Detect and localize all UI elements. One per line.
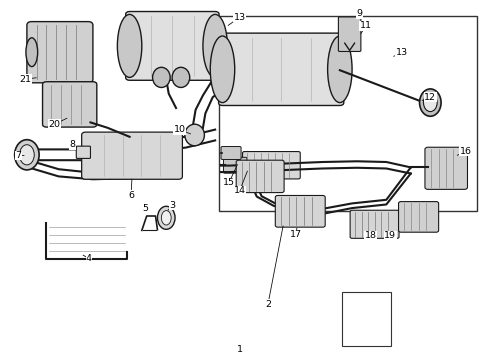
Text: 13: 13 [395,48,407,57]
Ellipse shape [161,211,171,225]
Ellipse shape [157,206,175,229]
Ellipse shape [152,67,170,87]
FancyBboxPatch shape [223,157,246,173]
FancyBboxPatch shape [125,12,219,80]
Text: 4: 4 [86,254,92,263]
Text: 7: 7 [16,151,21,160]
Text: 8: 8 [69,140,75,149]
FancyBboxPatch shape [275,195,325,227]
FancyBboxPatch shape [236,160,284,193]
FancyBboxPatch shape [424,147,467,189]
Ellipse shape [419,89,440,116]
Text: 6: 6 [128,191,134,199]
Text: 14: 14 [233,186,245,195]
Text: 2: 2 [264,300,270,309]
Text: 1: 1 [236,346,242,354]
Text: 18: 18 [364,231,376,240]
Ellipse shape [210,36,234,103]
FancyBboxPatch shape [242,152,300,179]
FancyBboxPatch shape [42,82,97,127]
Ellipse shape [15,140,39,170]
Text: 11: 11 [359,21,371,30]
FancyBboxPatch shape [221,147,241,159]
Text: 10: 10 [174,125,185,134]
Ellipse shape [20,145,34,165]
Ellipse shape [172,67,189,87]
Text: 19: 19 [384,231,395,240]
Ellipse shape [184,124,204,146]
Text: 5: 5 [142,203,148,212]
FancyBboxPatch shape [81,132,182,179]
Bar [219,16,476,211]
Text: 12: 12 [424,93,435,102]
Text: 15: 15 [223,178,234,187]
Ellipse shape [117,14,142,77]
Text: 17: 17 [289,230,301,239]
FancyBboxPatch shape [218,33,343,105]
Bar [342,292,390,346]
Text: 21: 21 [20,75,31,84]
FancyBboxPatch shape [338,17,360,51]
Ellipse shape [423,94,436,112]
Text: 20: 20 [49,120,61,129]
FancyBboxPatch shape [27,22,93,83]
Ellipse shape [203,14,227,77]
FancyBboxPatch shape [398,202,438,232]
Ellipse shape [327,36,351,103]
FancyBboxPatch shape [349,210,398,238]
Text: 3: 3 [169,201,175,210]
Text: 16: 16 [459,147,470,156]
Text: 13: 13 [233,13,245,22]
Text: 9: 9 [356,9,362,18]
FancyBboxPatch shape [76,146,90,158]
Ellipse shape [26,38,38,67]
